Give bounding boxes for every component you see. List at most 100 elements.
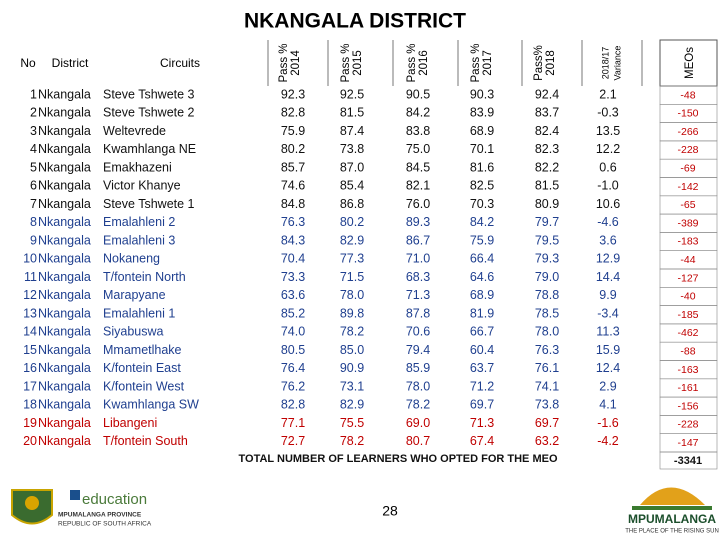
pass-value: 77.1 xyxy=(281,416,305,430)
pass-value: 70.1 xyxy=(470,142,494,156)
meo-value: -228 xyxy=(677,419,698,431)
pass-value: 71.2 xyxy=(470,379,494,393)
pass-value: 72.7 xyxy=(281,434,305,448)
pass-value: 74.0 xyxy=(281,325,305,339)
meo-value: -65 xyxy=(680,199,695,211)
column-header: 2016 xyxy=(418,50,430,76)
meo-value: -150 xyxy=(677,108,698,120)
pass-value: 68.9 xyxy=(470,288,494,302)
district: Nkangala xyxy=(38,434,91,448)
pass-value: 82.1 xyxy=(406,179,430,193)
pass-value: 68.3 xyxy=(406,270,430,284)
circuit: Emalahleni 2 xyxy=(103,215,175,229)
circuit: T/fontein North xyxy=(103,270,186,284)
pass-value: 76.3 xyxy=(281,215,305,229)
pass-value: 74.6 xyxy=(281,179,305,193)
meo-value: -228 xyxy=(677,144,698,156)
pass-value: 90.9 xyxy=(340,361,364,375)
meo-value: -142 xyxy=(677,181,698,193)
circuit: Steve Tshwete 3 xyxy=(103,87,195,101)
column-header: MEOs xyxy=(684,47,696,79)
pass-value: 82.9 xyxy=(340,233,364,247)
pass-value: 73.8 xyxy=(340,142,364,156)
pass-value: 85.7 xyxy=(281,160,305,174)
pass-value: 70.3 xyxy=(470,197,494,211)
circuit: Kwamhlanga NE xyxy=(103,142,196,156)
row-number: 10 xyxy=(23,252,37,266)
pass-value: 83.7 xyxy=(535,106,559,120)
district: Nkangala xyxy=(38,306,91,320)
district: Nkangala xyxy=(38,343,91,357)
district: Nkangala xyxy=(38,179,91,193)
district: Nkangala xyxy=(38,215,91,229)
pass-value: -3.4 xyxy=(597,306,619,320)
pass-value: 80.5 xyxy=(281,343,305,357)
pass-value: 78.0 xyxy=(535,325,559,339)
district: Nkangala xyxy=(38,288,91,302)
column-header: 2018 xyxy=(545,50,557,76)
pass-value: 75.9 xyxy=(470,233,494,247)
column-header: Pass % xyxy=(340,44,352,83)
pass-value: 89.8 xyxy=(340,306,364,320)
pass-value: 73.8 xyxy=(535,398,559,412)
pass-value: 76.4 xyxy=(281,361,305,375)
district: Nkangala xyxy=(38,270,91,284)
pass-value: 68.9 xyxy=(470,124,494,138)
title: NKANGALA DISTRICT xyxy=(244,10,466,33)
total-label: TOTAL NUMBER OF LEARNERS WHO OPTED FOR T… xyxy=(239,453,558,465)
pass-value: 87.8 xyxy=(406,306,430,320)
row-number: 15 xyxy=(23,343,37,357)
pass-value: 75.0 xyxy=(406,142,430,156)
pass-value: 80.2 xyxy=(281,142,305,156)
meo-value: -185 xyxy=(677,309,698,321)
column-header: Pass % xyxy=(278,44,290,83)
column-header: 2015 xyxy=(352,50,364,76)
district: Nkangala xyxy=(38,124,91,138)
pass-value: 90.3 xyxy=(470,87,494,101)
pass-value: -0.3 xyxy=(597,106,619,120)
pass-value: 92.3 xyxy=(281,87,305,101)
meo-value: -48 xyxy=(680,89,695,101)
pass-value: 80.9 xyxy=(535,197,559,211)
pass-value: 66.7 xyxy=(470,325,494,339)
circuit: K/fontein East xyxy=(103,361,181,375)
pass-value: 79.5 xyxy=(535,233,559,247)
pass-value: 9.9 xyxy=(599,288,616,302)
circuit: Emakhazeni xyxy=(103,160,172,174)
pass-value: 75.9 xyxy=(281,124,305,138)
pass-value: 12.4 xyxy=(596,361,620,375)
meo-value: -266 xyxy=(677,126,698,138)
row-number: 16 xyxy=(23,361,37,375)
pass-value: 73.3 xyxy=(281,270,305,284)
circuit: Nokaneng xyxy=(103,252,160,266)
pass-value: 85.0 xyxy=(340,343,364,357)
pass-value: 60.4 xyxy=(470,343,494,357)
pass-value: 69.7 xyxy=(470,398,494,412)
circuit: Emalahleni 3 xyxy=(103,233,175,247)
column-header: Circuits xyxy=(160,56,200,70)
pass-value: 78.0 xyxy=(340,288,364,302)
column-header: Variance xyxy=(612,46,622,81)
pass-value: 4.1 xyxy=(599,398,616,412)
total-box xyxy=(659,451,718,470)
pass-value: 76.3 xyxy=(535,343,559,357)
pass-value: 79.0 xyxy=(535,270,559,284)
pass-value: 70.6 xyxy=(406,325,430,339)
right-logo-tagline: THE PLACE OF THE RISING SUN xyxy=(625,529,719,535)
row-number: 12 xyxy=(23,288,37,302)
circuit: Victor Khanye xyxy=(103,179,181,193)
circuit: Marapyane xyxy=(103,288,166,302)
left-logo xyxy=(11,489,80,525)
pass-value: 86.7 xyxy=(406,233,430,247)
left-logo-name: education xyxy=(82,491,147,508)
pass-value: 85.9 xyxy=(406,361,430,375)
pass-value: 78.2 xyxy=(406,398,430,412)
district: Nkangala xyxy=(38,416,91,430)
pass-value: 71.3 xyxy=(470,416,494,430)
pass-value: 80.2 xyxy=(340,215,364,229)
district: Nkangala xyxy=(38,106,91,120)
pass-value: 71.0 xyxy=(406,252,430,266)
circuit: Weltevrede xyxy=(103,124,166,138)
pass-value: 70.4 xyxy=(281,252,305,266)
